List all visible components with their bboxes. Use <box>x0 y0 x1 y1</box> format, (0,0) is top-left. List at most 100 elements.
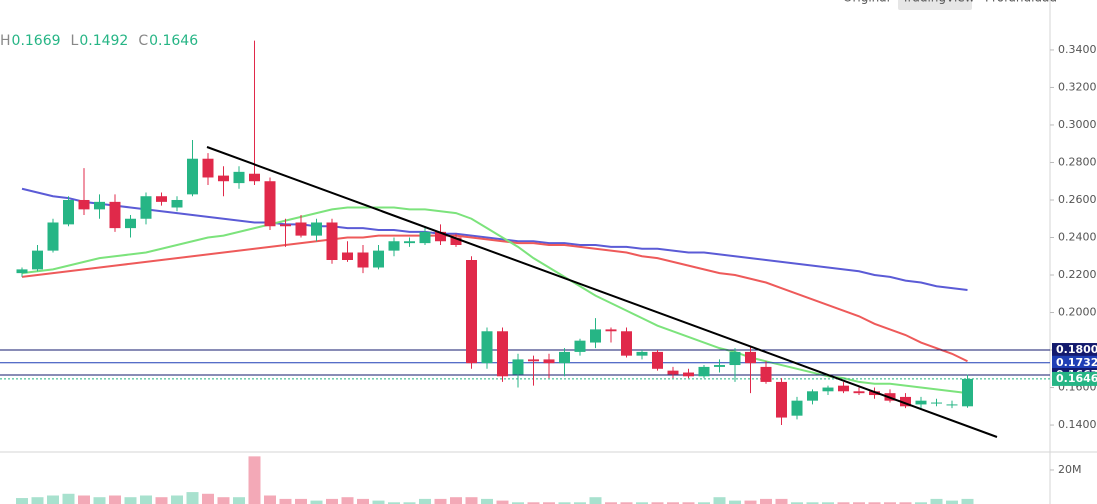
volume-bar <box>202 493 214 504</box>
candle-body <box>187 158 198 195</box>
candle-body <box>946 404 958 406</box>
volume-bar <box>512 502 524 504</box>
tab[interactable]: Profundidad <box>985 0 1057 5</box>
candle-body <box>233 171 245 184</box>
volume-bar <box>310 500 323 504</box>
volume-bar <box>698 502 710 504</box>
candle-body <box>78 199 90 210</box>
volume-bar <box>47 495 59 504</box>
candle-body <box>512 359 524 375</box>
candle-body <box>326 222 338 261</box>
volume-bar <box>961 498 974 504</box>
volume-bar <box>791 502 803 504</box>
volume-bar <box>574 502 586 504</box>
candle-body <box>419 231 431 244</box>
candle-body <box>869 391 880 396</box>
volume-bar <box>946 500 958 504</box>
tab-active-bg <box>898 0 972 10</box>
y-tick-label: 0.3400 <box>1058 43 1097 56</box>
candle-body <box>791 400 803 416</box>
volume-bar <box>884 502 896 504</box>
volume-bar <box>915 502 927 504</box>
volume-bar <box>853 502 865 504</box>
candle-body <box>311 222 322 236</box>
volume-bar <box>760 498 772 504</box>
moving-average <box>21 187 968 292</box>
volume-bar <box>62 493 75 504</box>
candle-body <box>528 359 539 362</box>
y-tick-label: 0.2600 <box>1058 193 1097 206</box>
candle-body <box>776 381 787 418</box>
volume-bar <box>667 502 679 504</box>
volume-bar <box>682 502 695 504</box>
volume-bar <box>434 498 447 504</box>
candle-body <box>388 241 400 251</box>
y-tick-label: 0.2800 <box>1058 155 1097 168</box>
volume-bar <box>264 495 276 504</box>
volume-bar <box>605 502 617 504</box>
candle-body <box>63 199 74 225</box>
volume-bar <box>496 500 509 504</box>
header-label: C <box>138 33 148 49</box>
volume-bar <box>481 498 493 504</box>
volume-bar <box>186 492 199 504</box>
candle-body <box>497 331 508 377</box>
volume-bar <box>744 500 757 504</box>
candle-body <box>249 173 260 182</box>
candle-body <box>466 260 477 364</box>
volume-bar <box>171 495 183 504</box>
candle-body <box>745 351 756 364</box>
candle-body <box>667 370 679 375</box>
candle-body <box>357 252 369 268</box>
price-label: 0.1800 <box>1056 343 1097 356</box>
volume-bar <box>775 498 788 504</box>
tab[interactable]: Original <box>843 0 890 5</box>
volume-bar <box>558 502 571 504</box>
candle-body <box>202 158 214 178</box>
candle-body <box>218 175 229 182</box>
header-value: 0.1492 <box>79 33 128 49</box>
volume-tick-label: 20M <box>1058 463 1082 476</box>
price-label: 0.1732 <box>1056 356 1097 369</box>
candle-body <box>931 402 942 404</box>
candle-body <box>652 351 663 369</box>
volume-bar <box>279 498 292 504</box>
volume-bar <box>217 497 230 504</box>
volume-bar <box>16 498 28 504</box>
volume-bar <box>636 502 648 504</box>
volume-bar <box>109 495 121 504</box>
volume-bar <box>450 497 462 504</box>
volume-bar <box>93 497 106 504</box>
price-label-bg <box>1052 371 1097 386</box>
price-label-bg <box>1052 343 1097 358</box>
volume-bar <box>822 502 834 504</box>
candle-body <box>94 201 105 210</box>
volume-bar <box>899 502 912 504</box>
header-value: 0.1669 <box>12 33 61 49</box>
volume-bar <box>729 500 741 504</box>
candle-body <box>16 269 28 274</box>
y-tick-label: 0.3000 <box>1058 118 1097 131</box>
candle-body <box>32 250 43 270</box>
trend-line <box>206 146 998 438</box>
candle-body <box>342 252 353 261</box>
candle-body <box>760 366 772 382</box>
volume-bar <box>372 500 385 504</box>
candle-body <box>574 340 586 352</box>
volume-bar <box>233 497 245 504</box>
price-label: 0.1646 <box>1056 372 1097 385</box>
tab[interactable]: TradingView <box>901 0 975 5</box>
y-tick-label: 0.2000 <box>1058 306 1097 319</box>
volume-bar <box>140 495 152 504</box>
candle-body <box>853 391 865 394</box>
candle-body <box>171 199 183 208</box>
candle-body <box>543 359 555 364</box>
candle-body <box>605 329 617 332</box>
volume-bar <box>78 495 90 504</box>
header-value: 0.1646 <box>149 33 198 49</box>
y-tick-label: 0.3200 <box>1058 80 1097 93</box>
volume-bar <box>806 502 819 504</box>
volume-bar <box>124 497 137 504</box>
candle-body <box>125 218 136 229</box>
